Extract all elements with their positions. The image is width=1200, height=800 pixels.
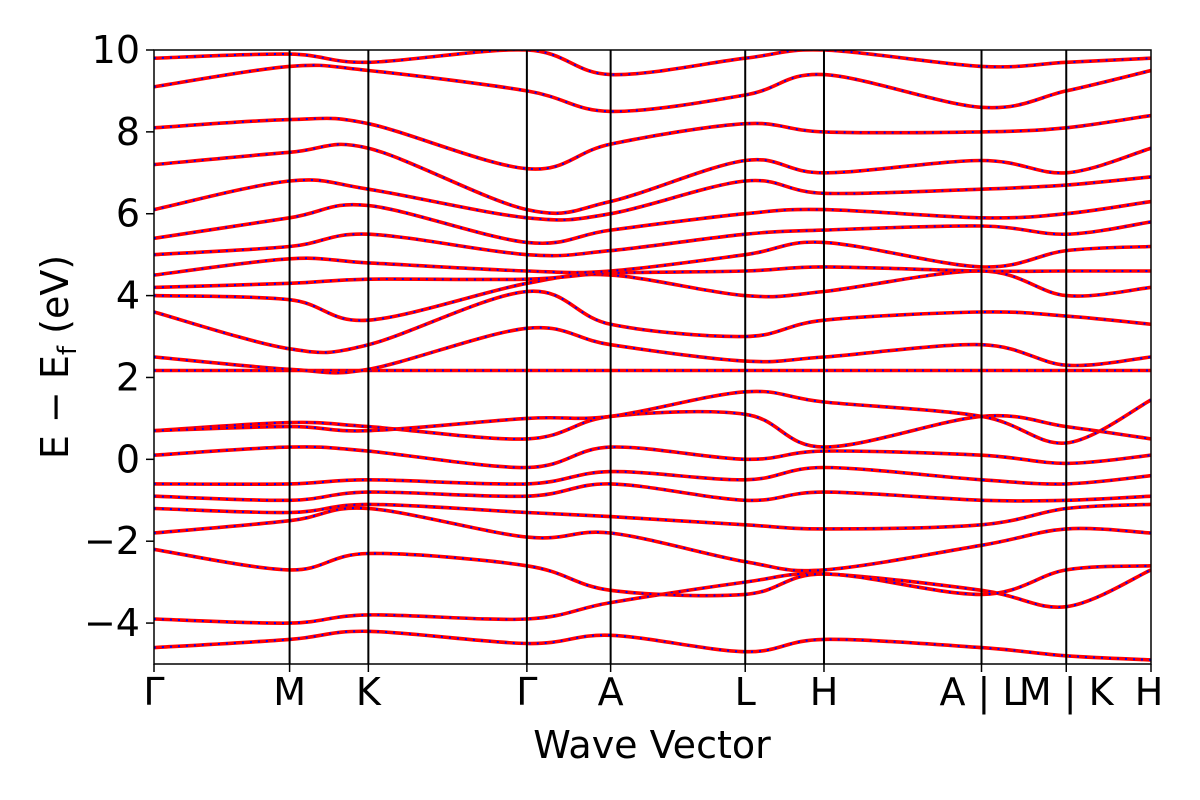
y-tick-label: 10	[92, 28, 140, 72]
band-line-red	[154, 465, 1151, 487]
plot-frame	[153, 49, 1152, 665]
band-line-red	[154, 199, 1151, 245]
y-tick-label: 6	[116, 192, 140, 236]
band-line-blue	[154, 482, 1151, 503]
y-axis-ticks: −4 −2 0 2 4 6 8 10	[84, 28, 154, 645]
kpoint-label: A | L	[939, 670, 1023, 715]
band-line-red	[154, 482, 1151, 503]
y-tick-label: −2	[84, 519, 140, 563]
band-line-red	[154, 547, 1151, 598]
band-line-blue	[154, 265, 1151, 289]
y-tick-label: 2	[116, 355, 140, 399]
kpoint-label: H	[810, 670, 839, 714]
band-line-red	[154, 50, 1151, 77]
band-line-blue	[154, 326, 1151, 374]
band-line-red	[154, 568, 1151, 625]
kpoint-label: H	[1135, 670, 1164, 714]
band-line-red	[154, 409, 1151, 449]
y-tick-label: 8	[116, 110, 140, 154]
y-tick-label: 4	[116, 274, 140, 318]
y-tick-label: 0	[116, 437, 140, 481]
band-line-blue	[154, 503, 1151, 530]
y-axis-label-subscript: f	[53, 345, 83, 355]
band-line-red	[154, 142, 1151, 216]
band-line-blue	[154, 410, 1151, 449]
y-tick-label: −4	[84, 601, 140, 645]
high-symmetry-lines	[288, 50, 1068, 664]
band-line-blue	[154, 175, 1151, 221]
band-line-red	[154, 445, 1151, 470]
band-line-red	[154, 289, 1151, 355]
svg-text:E − Ef (eV): E − Ef (eV)	[33, 255, 83, 459]
band-line-red	[154, 63, 1151, 114]
kpoint-label: M | K	[1019, 670, 1115, 715]
band-line-red	[154, 220, 1151, 258]
band-line-red	[154, 269, 1151, 323]
kpoint-label: A	[598, 670, 624, 714]
kpoint-label: L	[735, 670, 756, 714]
kpoint-label: Γ	[143, 670, 164, 714]
band-line-blue	[154, 630, 1151, 661]
kpoint-label: Γ	[516, 670, 537, 714]
band-line-red	[154, 113, 1151, 171]
band-line-red	[154, 265, 1151, 290]
bands-layer	[154, 50, 1151, 662]
band-line-blue	[154, 290, 1151, 354]
x-axis-ticks: Γ M K Γ A L H A | LM | K H	[143, 664, 1163, 715]
y-axis-label: E − E	[33, 355, 77, 459]
band-line-blue	[154, 390, 1151, 445]
kpoint-label: M	[273, 670, 306, 714]
y-axis-label-group: E − Ef (eV)	[33, 255, 83, 459]
band-line-red	[154, 629, 1151, 662]
kpoint-label: K	[356, 670, 382, 714]
band-line-blue	[154, 507, 1151, 572]
y-axis-label-unit: (eV)	[33, 255, 77, 334]
band-line-blue	[154, 466, 1151, 486]
band-line-blue	[154, 200, 1151, 245]
band-line-blue	[154, 548, 1151, 597]
band-line-red	[154, 240, 1151, 277]
x-axis-label: Wave Vector	[533, 723, 771, 767]
